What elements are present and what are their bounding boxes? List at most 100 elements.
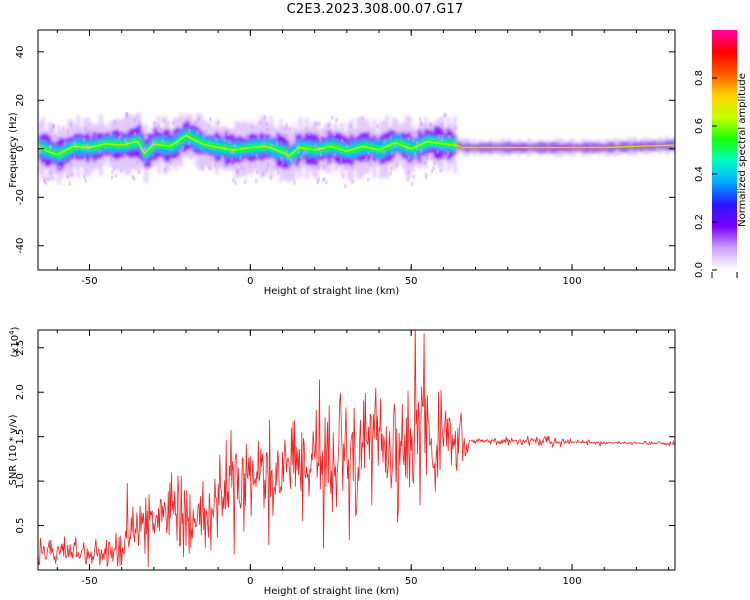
heatmap-speck bbox=[254, 178, 258, 183]
heatmap-speck bbox=[351, 164, 355, 169]
x-tick-label: 50 bbox=[405, 276, 418, 287]
x-axis-label: Height of straight line (km) bbox=[264, 286, 400, 297]
heatmap-speck bbox=[50, 128, 53, 133]
heatmap-speck bbox=[424, 172, 428, 177]
heatmap-speck bbox=[267, 162, 270, 167]
x-axis-label: Height of straight line (km) bbox=[264, 586, 400, 597]
heatmap-speck bbox=[217, 120, 220, 125]
spectrogram-heatmap bbox=[38, 112, 675, 189]
heatmap-speck bbox=[114, 173, 118, 178]
heatmap-speck bbox=[192, 152, 195, 157]
heatmap-cell bbox=[295, 146, 299, 155]
heatmap-speck bbox=[159, 128, 162, 133]
x-tick-label: -50 bbox=[81, 576, 97, 587]
heatmap-speck bbox=[345, 144, 349, 149]
heatmap-speck bbox=[213, 163, 217, 168]
heatmap-cell bbox=[192, 135, 197, 143]
x-tick-label: 0 bbox=[247, 276, 253, 287]
colorbar-gradient bbox=[712, 30, 737, 270]
heatmap-cell bbox=[173, 140, 177, 148]
heatmap-speck bbox=[233, 143, 236, 148]
heatmap-speck bbox=[420, 160, 423, 165]
heatmap-speck bbox=[46, 177, 50, 182]
x-tick-label: -50 bbox=[81, 276, 97, 287]
heatmap-speck bbox=[316, 179, 319, 184]
heatmap-speck bbox=[304, 149, 308, 154]
heatmap-speck bbox=[286, 155, 290, 160]
heatmap-speck bbox=[172, 120, 175, 125]
heatmap-speck bbox=[408, 131, 412, 136]
heatmap-speck bbox=[367, 151, 371, 156]
colorbar-tick-label: 0.0 bbox=[694, 262, 705, 278]
heatmap-speck bbox=[43, 178, 46, 183]
heatmap-speck bbox=[220, 154, 224, 159]
heatmap-speck bbox=[257, 135, 260, 140]
heatmap-speck bbox=[68, 181, 72, 186]
heatmap-speck bbox=[330, 115, 334, 120]
heatmap-speck bbox=[43, 176, 47, 181]
heatmap-speck bbox=[231, 178, 235, 183]
heatmap-speck bbox=[223, 145, 227, 150]
heatmap-speck bbox=[117, 136, 121, 141]
heatmap-speck bbox=[282, 133, 285, 138]
heatmap-cell bbox=[379, 146, 383, 154]
heatmap-speck bbox=[137, 170, 141, 175]
y-tick-label: -40 bbox=[15, 238, 26, 254]
heatmap-speck bbox=[73, 141, 76, 146]
heatmap-speck bbox=[124, 138, 127, 143]
heatmap-speck bbox=[327, 123, 331, 128]
heatmap-speck bbox=[349, 124, 352, 129]
heatmap-speck bbox=[432, 166, 435, 171]
heatmap-speck bbox=[230, 149, 233, 154]
heatmap-speck bbox=[285, 150, 288, 155]
heatmap-speck bbox=[248, 163, 252, 168]
y-axis-label: Frequency (Hz) bbox=[8, 112, 19, 188]
heatmap-speck bbox=[73, 155, 76, 160]
heatmap-speck bbox=[66, 128, 70, 133]
heatmap-speck bbox=[161, 138, 164, 143]
heatmap-speck bbox=[84, 126, 87, 131]
heatmap-speck bbox=[383, 140, 386, 145]
y-tick-label: -20 bbox=[15, 189, 26, 205]
heatmap-cell bbox=[66, 146, 71, 154]
heatmap-speck bbox=[297, 150, 300, 155]
heatmap-speck bbox=[43, 161, 46, 166]
heatmap-speck bbox=[119, 168, 123, 173]
heatmap-speck bbox=[133, 118, 137, 123]
heatmap-speck bbox=[344, 165, 348, 170]
y-tick-label: 20 bbox=[15, 94, 26, 107]
heatmap-cell bbox=[182, 134, 187, 142]
heatmap-speck bbox=[138, 120, 142, 125]
heatmap-speck bbox=[319, 152, 323, 157]
heatmap-speck bbox=[405, 146, 409, 151]
heatmap-speck bbox=[194, 120, 198, 125]
heatmap-speck bbox=[218, 131, 221, 136]
heatmap-speck bbox=[389, 135, 392, 140]
snr-line-plot bbox=[38, 330, 675, 568]
y-axis-label: SNR (10 * v/v) bbox=[8, 414, 19, 485]
heatmap-speck bbox=[276, 170, 280, 175]
heatmap-speck bbox=[454, 125, 458, 130]
heatmap-speck bbox=[234, 180, 237, 185]
heatmap-speck bbox=[285, 122, 288, 127]
heatmap-speck bbox=[302, 152, 306, 157]
heatmap-speck bbox=[270, 143, 273, 148]
heatmap-cell bbox=[144, 150, 148, 158]
heatmap-speck bbox=[250, 124, 253, 129]
heatmap-speck bbox=[152, 144, 156, 149]
y-tick-label: 1.0 bbox=[15, 473, 26, 489]
heatmap-speck bbox=[169, 161, 173, 166]
snr-series-line bbox=[38, 330, 675, 568]
heatmap-speck bbox=[132, 176, 136, 181]
heatmap-speck bbox=[418, 117, 422, 122]
heatmap-speck bbox=[133, 131, 137, 136]
heatmap-speck bbox=[41, 145, 45, 150]
heatmap-speck bbox=[83, 156, 87, 161]
heatmap-cell bbox=[169, 142, 174, 150]
heatmap-speck bbox=[319, 138, 322, 143]
heatmap-speck bbox=[202, 134, 206, 139]
y-tick-label: 0 bbox=[15, 146, 26, 152]
heatmap-speck bbox=[186, 149, 189, 154]
heatmap-speck bbox=[439, 168, 442, 173]
